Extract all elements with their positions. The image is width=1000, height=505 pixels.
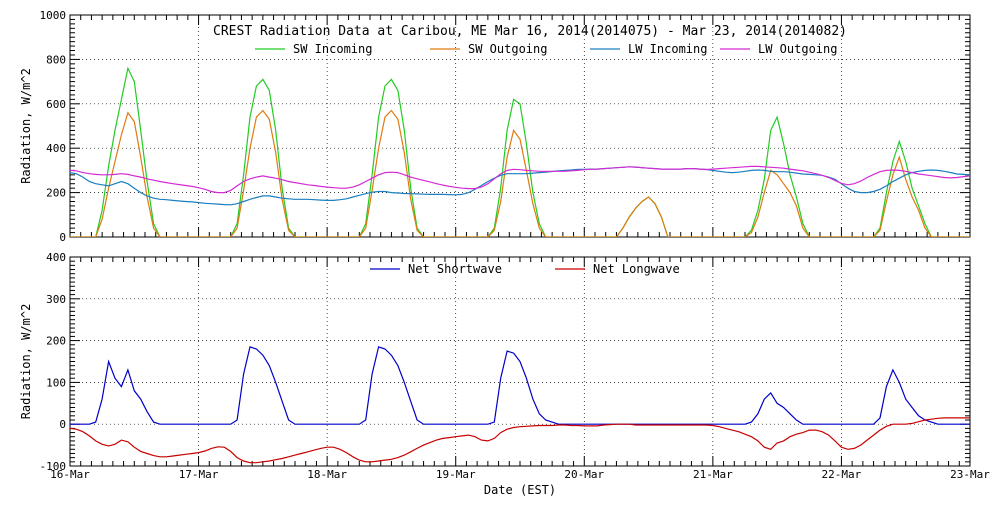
y-tick-label: 400 bbox=[46, 142, 66, 155]
top-panel: 0 200 400 600 800 1000 Radiation, W/m^2 CREST R… bbox=[19, 9, 971, 244]
x-tick-label: 20-Mar bbox=[564, 468, 604, 481]
y-tick-label: 200 bbox=[46, 187, 66, 200]
y-tick-label: 300 bbox=[46, 293, 66, 306]
legend-label: SW Outgoing bbox=[468, 42, 547, 56]
legend-label: LW Outgoing bbox=[758, 42, 837, 56]
series-line-sw-incoming bbox=[70, 66, 970, 237]
series-line-lw-outgoing bbox=[70, 165, 970, 194]
y-tick-label: 0 bbox=[59, 418, 66, 431]
legend-label: Net Shortwave bbox=[408, 262, 502, 276]
chart-title: CREST Radiation Data at Caribou, ME Mar … bbox=[213, 24, 847, 39]
x-tick-label: 21-Mar bbox=[693, 468, 733, 481]
x-tick-label: 23-Mar bbox=[950, 468, 990, 481]
y-tick-label: 100 bbox=[46, 376, 66, 389]
legend-label: LW Incoming bbox=[628, 42, 707, 56]
x-tick-label: 22-Mar bbox=[822, 468, 862, 481]
legend-label: Net Longwave bbox=[593, 262, 680, 276]
bottom-panel: -100 0 100 200 300 400 16-Mar 17-Mar 18-Mar 19-Ma… bbox=[19, 251, 990, 497]
x-axis-title: Date (EST) bbox=[484, 483, 556, 497]
y-tick-label: 800 bbox=[46, 53, 66, 66]
y-tick-label: 1000 bbox=[40, 9, 67, 22]
series-line-net-longwave bbox=[70, 417, 970, 464]
series-line-sw-outgoing bbox=[70, 109, 970, 237]
y-tick-label: 600 bbox=[46, 98, 66, 111]
x-tick-label: 16-Mar bbox=[50, 468, 90, 481]
y-axis-title: Radiation, W/m^2 bbox=[19, 304, 33, 420]
y-tick-label: 0 bbox=[59, 231, 66, 244]
y-tick-label: 200 bbox=[46, 335, 66, 348]
y-axis-title: Radiation, W/m^2 bbox=[19, 68, 33, 184]
legend-label: SW Incoming bbox=[293, 42, 372, 56]
y-tick-label: 400 bbox=[46, 251, 66, 264]
x-tick-label: 19-Mar bbox=[436, 468, 476, 481]
x-tick-label: 18-Mar bbox=[307, 468, 347, 481]
series-line-net-shortwave bbox=[70, 346, 970, 425]
x-tick-label: 17-Mar bbox=[179, 468, 219, 481]
y-tick-label: -100 bbox=[40, 460, 67, 473]
